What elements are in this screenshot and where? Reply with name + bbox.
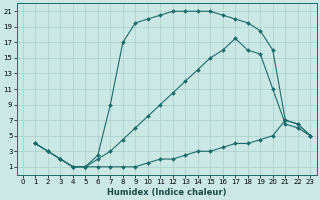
X-axis label: Humidex (Indice chaleur): Humidex (Indice chaleur) xyxy=(107,188,226,197)
